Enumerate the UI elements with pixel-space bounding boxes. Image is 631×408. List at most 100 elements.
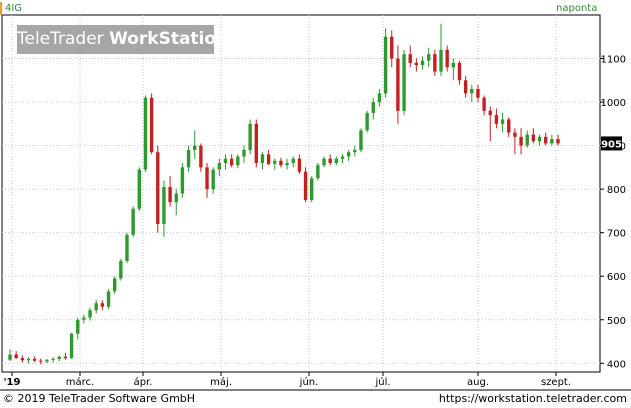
candle-body: [63, 356, 68, 359]
candle-body: [193, 145, 197, 150]
candle-body: [334, 158, 339, 164]
last-price-label: 905: [601, 139, 622, 150]
candle-body: [69, 333, 74, 359]
candle-body: [242, 149, 246, 157]
candle-body: [451, 62, 456, 68]
candle-body: [420, 60, 425, 66]
watermark-brand: TeleTrader: [17, 29, 104, 49]
x-tick-label: jún.: [299, 376, 319, 388]
candle-body: [390, 36, 394, 59]
candle-body: [273, 160, 277, 164]
candle-body: [328, 158, 332, 164]
candle-body: [174, 193, 178, 203]
y-tick-label: 500: [607, 316, 626, 327]
candle-body: [88, 310, 92, 318]
candle-body: [279, 160, 283, 166]
candle-body: [168, 186, 172, 203]
watermark-logo: TeleTrader WorkStation: [17, 25, 228, 54]
candle-body: [353, 149, 357, 153]
x-tick-label: aug.: [467, 377, 489, 388]
x-tick-label: '19: [4, 377, 21, 388]
candle-body: [51, 358, 55, 360]
candle-body: [211, 169, 215, 190]
candle-body: [223, 158, 228, 164]
candle-body: [125, 234, 129, 261]
x-tick-label: márc.: [66, 376, 94, 388]
candle-body: [377, 93, 382, 103]
candle-body: [476, 89, 480, 98]
ticker-label: 4IG: [5, 3, 23, 14]
footer-url[interactable]: https://workstation.teletrader.com: [438, 392, 627, 405]
candle-body: [119, 260, 123, 279]
candle-body: [229, 158, 234, 166]
x-tick-label: szept.: [541, 377, 571, 388]
candle-body: [310, 178, 314, 201]
candle-body: [26, 358, 31, 361]
candle-body: [106, 291, 111, 307]
candle-body: [408, 54, 412, 63]
candle-body: [463, 80, 468, 94]
candle-body: [482, 97, 486, 111]
x-tick-label: máj.: [210, 376, 232, 388]
candle-body: [537, 136, 542, 142]
y-tick-label: 1000: [601, 98, 626, 109]
candle-body: [494, 115, 499, 124]
candle-body: [365, 112, 369, 131]
candle-body: [550, 139, 554, 144]
candle-body: [8, 354, 12, 360]
candle-body: [439, 49, 443, 72]
candle-body: [266, 154, 271, 164]
ticker-marker: [0, 2, 2, 15]
candle-body: [131, 208, 135, 235]
candle-body: [531, 134, 536, 142]
y-tick-label: 700: [607, 229, 626, 240]
candle-body: [20, 358, 25, 361]
candle-body: [137, 169, 141, 209]
candle-body: [445, 49, 449, 68]
watermark-product: WorkStation: [109, 29, 229, 49]
candle-body: [199, 145, 203, 168]
candle-body: [470, 89, 474, 94]
y-tick-label: 600: [607, 272, 626, 283]
y-tick-label: 800: [607, 185, 626, 196]
candle-body: [519, 136, 523, 146]
candle-body: [217, 163, 222, 170]
candle-body: [359, 130, 363, 150]
candle-body: [100, 303, 105, 307]
candle-body: [513, 132, 517, 137]
candle-body: [254, 123, 258, 164]
candle-body: [433, 54, 437, 72]
candle-body: [500, 119, 505, 124]
candle-body: [76, 319, 80, 334]
candle-body: [205, 167, 209, 190]
copyright-text: © 2019 TeleTrader Software GmbH: [3, 392, 196, 405]
candle-body: [457, 62, 462, 81]
candle-body: [396, 58, 400, 111]
candle-body: [316, 165, 320, 179]
candle-body: [371, 102, 375, 113]
candle-body: [162, 186, 166, 224]
candle-body: [303, 171, 308, 201]
plot-area: [1, 14, 601, 373]
candle-body: [32, 358, 37, 361]
candle-body: [45, 359, 49, 362]
candle-body: [156, 152, 160, 224]
candle-body: [322, 158, 326, 166]
candle-body: [285, 163, 289, 166]
candle-body: [82, 317, 86, 320]
candle-body: [556, 139, 560, 144]
y-tick-label: 1100: [601, 55, 626, 66]
candle-body: [186, 149, 191, 168]
candle-body: [297, 158, 302, 172]
period-label[interactable]: naponta: [556, 3, 598, 14]
candle-body: [488, 110, 492, 116]
candle-body: [112, 278, 117, 292]
x-tick-label: ápr.: [134, 376, 153, 388]
candle-body: [39, 360, 43, 362]
candle-body: [143, 97, 148, 170]
x-tick-label: júl.: [374, 376, 390, 388]
candle-body: [94, 303, 98, 311]
candle-body: [248, 123, 252, 150]
candle-body: [543, 136, 548, 144]
candle-body: [427, 54, 431, 61]
